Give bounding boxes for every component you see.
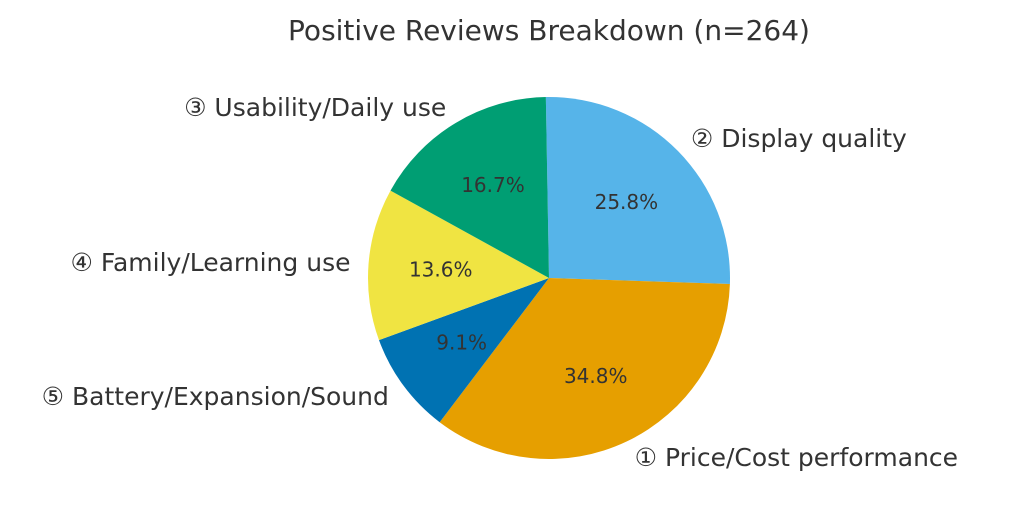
- slice-category-label: ① Price/Cost performance: [635, 443, 958, 472]
- pie-slice: [439, 278, 730, 460]
- slice-category-label: ② Display quality: [691, 124, 907, 153]
- pie-slice: [390, 97, 549, 279]
- pie-slice: [379, 278, 549, 423]
- pie-category-labels: ② Display quality ① Price/Cost performanc…: [42, 93, 958, 472]
- slice-category-label: ③ Usability/Daily use: [184, 93, 446, 122]
- pie-slice: [368, 190, 549, 341]
- slice-percent-label: 25.8%: [595, 190, 659, 214]
- slice-percent-label: 16.7%: [461, 173, 525, 197]
- pie-slices: [368, 97, 730, 460]
- pie-percent-labels: 25.8% 34.8% 9.1% 13.6% 16.7%: [409, 173, 658, 388]
- slice-category-label: ⑤ Battery/Expansion/Sound: [42, 382, 389, 411]
- slice-percent-label: 13.6%: [409, 258, 473, 282]
- pie-slice: [545, 97, 730, 284]
- slice-percent-label: 9.1%: [436, 331, 487, 355]
- chart-title: Positive Reviews Breakdown (n=264): [288, 14, 810, 47]
- slice-percent-label: 34.8%: [564, 364, 628, 388]
- slice-category-label: ④ Family/Learning use: [71, 248, 351, 277]
